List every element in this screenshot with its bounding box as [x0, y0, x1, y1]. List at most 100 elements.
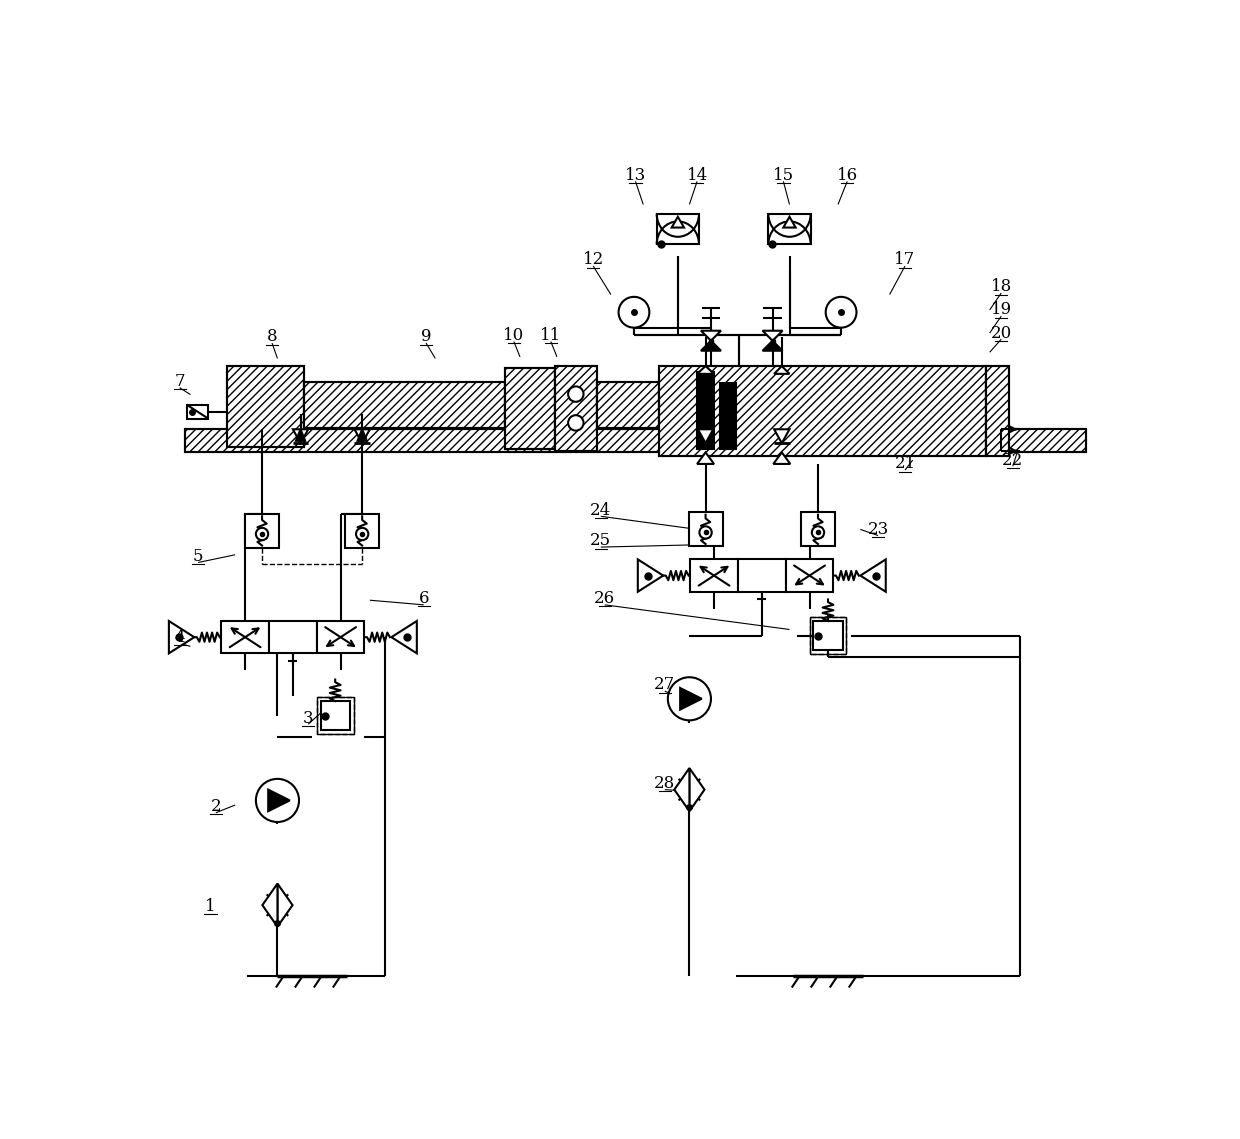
Text: 27: 27 — [655, 677, 676, 694]
Polygon shape — [774, 452, 790, 464]
Text: 25: 25 — [590, 532, 611, 549]
Text: 5: 5 — [193, 548, 203, 565]
Text: 18: 18 — [991, 278, 1012, 295]
Circle shape — [568, 416, 584, 431]
Polygon shape — [355, 429, 370, 443]
Polygon shape — [357, 429, 367, 441]
Circle shape — [619, 297, 650, 328]
Text: 12: 12 — [583, 252, 604, 269]
Text: 26: 26 — [594, 590, 615, 607]
Polygon shape — [763, 330, 782, 341]
Bar — [786, 559, 833, 592]
Polygon shape — [637, 559, 663, 592]
Polygon shape — [263, 884, 278, 927]
Bar — [688, 513, 723, 547]
Text: 13: 13 — [625, 166, 646, 183]
Bar — [657, 214, 699, 245]
Bar — [227, 366, 304, 446]
Polygon shape — [296, 429, 305, 441]
Text: 28: 28 — [655, 775, 676, 792]
Text: 9: 9 — [420, 328, 432, 345]
Bar — [554, 366, 596, 451]
Bar — [813, 621, 843, 650]
Text: 6: 6 — [419, 590, 429, 607]
Bar — [505, 368, 554, 449]
Bar — [810, 617, 847, 654]
Polygon shape — [774, 366, 790, 374]
Polygon shape — [293, 429, 309, 443]
Text: 20: 20 — [991, 325, 1012, 342]
Bar — [269, 621, 316, 654]
Bar — [185, 429, 1086, 452]
Polygon shape — [701, 330, 720, 341]
Text: 23: 23 — [868, 521, 889, 538]
Text: 24: 24 — [590, 501, 611, 518]
Bar — [554, 366, 596, 451]
Bar — [505, 368, 554, 449]
Circle shape — [255, 527, 268, 540]
Polygon shape — [681, 688, 702, 710]
Bar — [345, 514, 379, 548]
Text: 22: 22 — [1002, 451, 1023, 468]
Polygon shape — [698, 429, 713, 443]
Bar — [738, 559, 786, 592]
Bar — [316, 697, 353, 735]
Bar — [986, 366, 1009, 457]
Polygon shape — [763, 341, 782, 351]
Polygon shape — [774, 429, 790, 443]
Text: 4: 4 — [175, 629, 185, 646]
Polygon shape — [392, 621, 417, 654]
Bar — [321, 702, 350, 730]
Text: 11: 11 — [541, 327, 562, 344]
Text: 15: 15 — [773, 166, 794, 183]
Bar — [316, 621, 365, 654]
Text: 10: 10 — [503, 327, 525, 344]
Bar — [720, 383, 735, 449]
Bar — [304, 382, 505, 428]
Polygon shape — [697, 366, 714, 374]
Text: 7: 7 — [175, 374, 185, 390]
Polygon shape — [697, 452, 714, 464]
Text: 19: 19 — [991, 302, 1012, 319]
Bar — [221, 621, 269, 654]
Bar — [185, 429, 1086, 452]
Circle shape — [668, 678, 711, 720]
Circle shape — [699, 526, 712, 539]
Bar — [316, 697, 353, 735]
Bar — [596, 382, 658, 428]
Bar — [801, 513, 835, 547]
Circle shape — [356, 527, 368, 540]
Circle shape — [826, 297, 857, 328]
Text: 16: 16 — [837, 166, 858, 183]
Bar — [304, 382, 505, 428]
Polygon shape — [169, 621, 195, 654]
Bar — [658, 366, 986, 457]
Polygon shape — [689, 768, 704, 811]
Polygon shape — [784, 216, 796, 228]
Bar — [769, 214, 811, 245]
Polygon shape — [672, 216, 684, 228]
Text: 2: 2 — [211, 798, 221, 816]
Polygon shape — [701, 341, 720, 351]
Bar — [658, 366, 986, 457]
Bar — [697, 371, 714, 449]
Polygon shape — [278, 884, 293, 927]
Bar — [227, 366, 304, 446]
Bar — [986, 366, 1009, 457]
Text: 21: 21 — [894, 456, 915, 473]
Bar — [810, 617, 847, 654]
Text: 17: 17 — [894, 252, 915, 269]
Polygon shape — [675, 768, 689, 811]
Text: 1: 1 — [205, 899, 216, 915]
Circle shape — [812, 526, 825, 539]
Text: 3: 3 — [303, 710, 314, 727]
Polygon shape — [861, 559, 885, 592]
Polygon shape — [268, 789, 290, 811]
Text: 8: 8 — [267, 328, 278, 345]
Bar — [246, 514, 279, 548]
Bar — [186, 404, 208, 418]
Bar — [691, 559, 738, 592]
Bar — [596, 382, 658, 428]
Circle shape — [255, 779, 299, 822]
Text: 14: 14 — [687, 166, 708, 183]
